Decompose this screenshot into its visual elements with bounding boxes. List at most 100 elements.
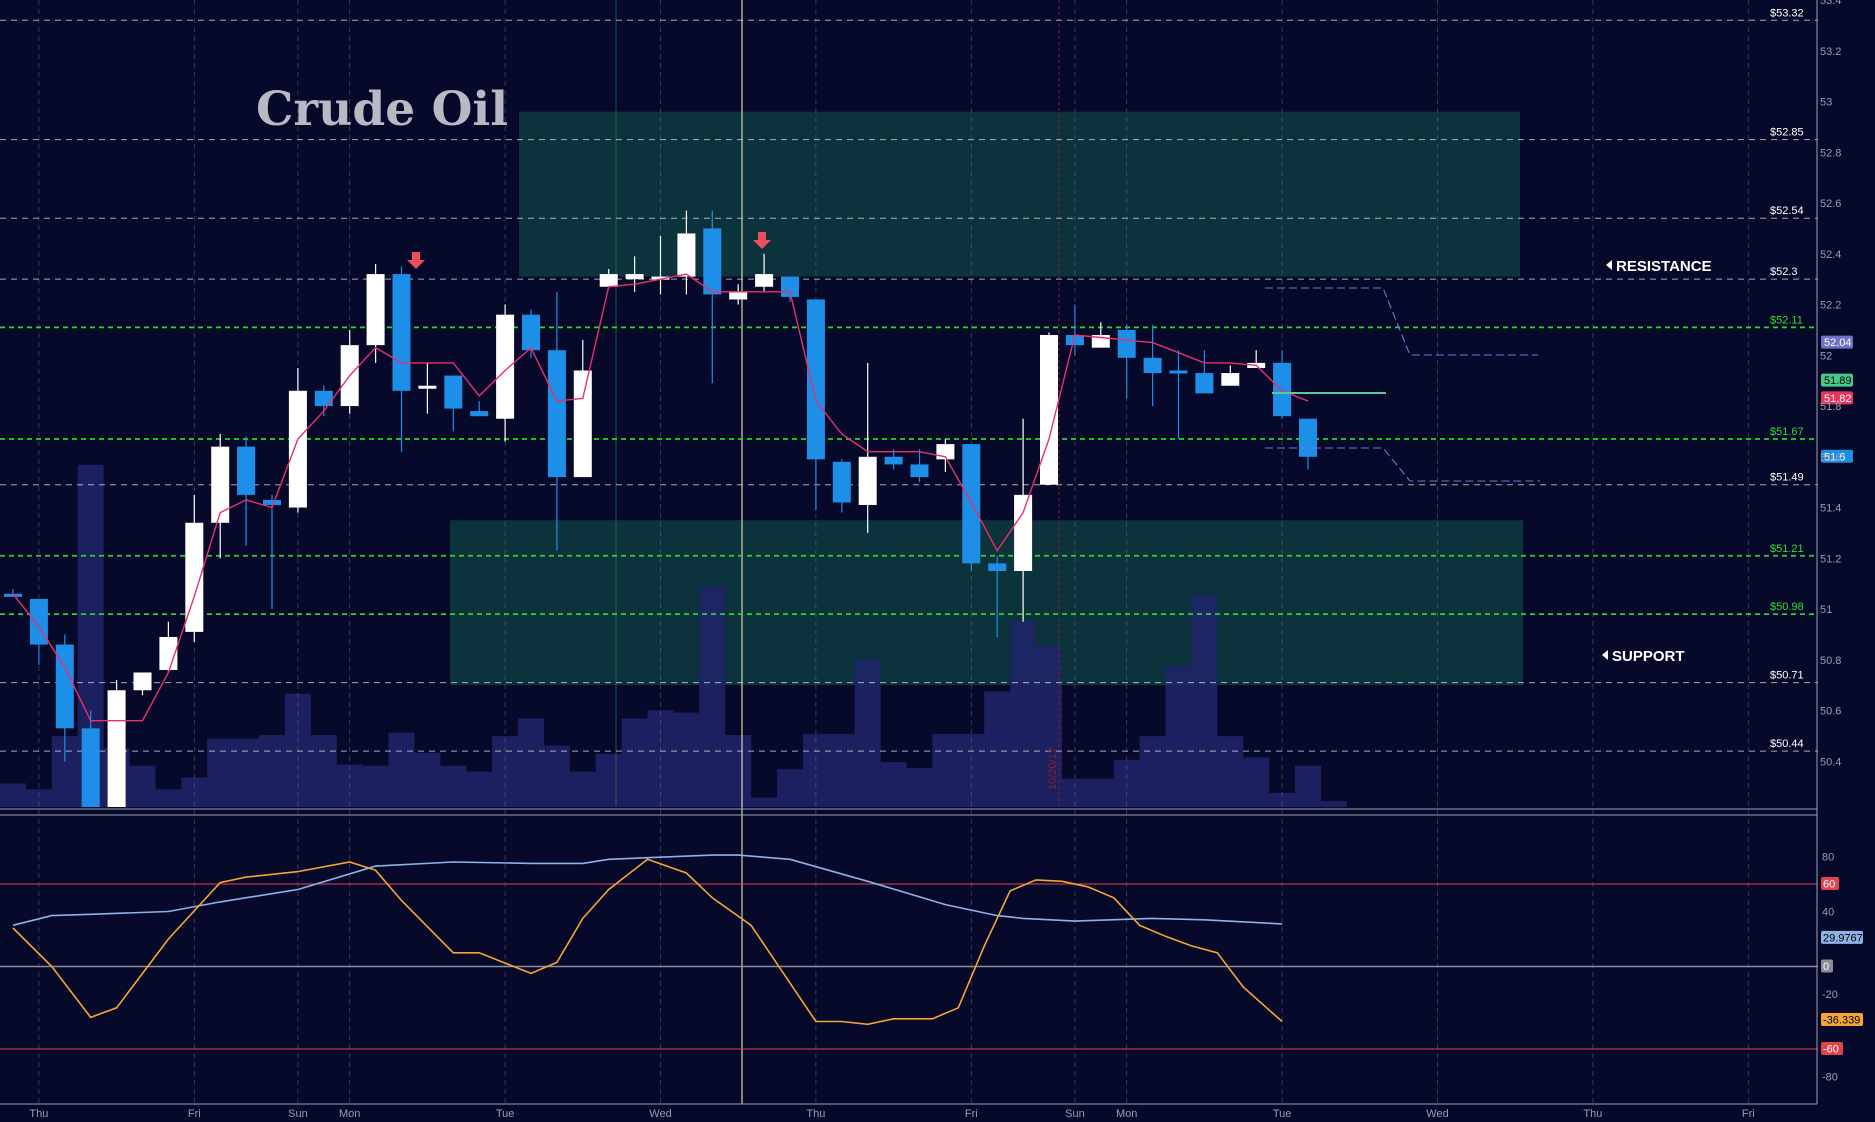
volume-bar: [155, 789, 182, 807]
x-tick-label: Mon: [339, 1108, 360, 1120]
volume-bar: [1010, 620, 1037, 807]
candle-body: [314, 390, 333, 407]
price-level-label: $52.11: [1770, 314, 1803, 326]
candle-body: [988, 563, 1007, 571]
price-level-label: $53.32: [1770, 7, 1804, 19]
price-level-label: $52.85: [1770, 127, 1804, 139]
date-marker: 10/20/17: [1047, 747, 1059, 790]
volume-bar: [207, 738, 234, 807]
candle-body: [1221, 373, 1240, 386]
candle-body: [288, 390, 307, 508]
volume-bar: [699, 586, 726, 807]
y-tick-label: 51.6: [1820, 452, 1841, 464]
volume-bar: [1165, 665, 1192, 807]
candle-body: [1014, 494, 1033, 571]
y-tick-label: 52.4: [1820, 249, 1841, 261]
candle-body: [651, 276, 670, 280]
volume-bar: [595, 753, 622, 807]
zone-label-support: SUPPORT: [1612, 648, 1685, 665]
moving-average: [12, 273, 1309, 722]
candle-body: [599, 274, 618, 287]
volume-bar: [310, 735, 337, 807]
candle-body: [1065, 334, 1084, 346]
y-tick-label: 51: [1820, 604, 1832, 616]
y-tick-label: 53.4: [1820, 0, 1841, 7]
x-tick-label: Sun: [1065, 1108, 1085, 1120]
candle-body: [1169, 370, 1188, 374]
volume-bar: [828, 733, 855, 807]
candle-body: [729, 291, 748, 300]
projection-line-upper: [1265, 287, 1538, 356]
candle-body: [884, 456, 903, 465]
price-level-label: $52.3: [1770, 266, 1798, 278]
volume-bar: [414, 752, 441, 807]
volume-bar: [569, 771, 596, 807]
price-level-label: $50.71: [1770, 670, 1804, 682]
zone-label-arrow-icon: [1602, 650, 1608, 660]
price-badge: [1821, 449, 1853, 463]
candle-body: [496, 314, 515, 419]
zone-label-resistance: RESISTANCE: [1616, 258, 1712, 275]
price-level-label: $51.21: [1770, 543, 1804, 555]
oscillator-ref-badge: [1821, 959, 1833, 973]
volume-bar: [1139, 736, 1166, 807]
oscillator-y-tick: -80: [1822, 1072, 1838, 1084]
x-tick-label: Sun: [288, 1108, 308, 1120]
candle-body: [1117, 329, 1136, 358]
candle-body: [625, 274, 644, 280]
price-level-label: $51.49: [1770, 472, 1804, 484]
volume-bar: [129, 765, 156, 807]
x-tick-label: Thu: [806, 1108, 825, 1120]
volume-bar: [673, 712, 700, 807]
candle-body: [547, 350, 566, 478]
x-tick-label: Wed: [649, 1108, 671, 1120]
volume-bar: [440, 765, 467, 807]
oscillator-ref-badge: [1821, 1042, 1843, 1055]
volume-bar: [1191, 594, 1218, 807]
volume-bar: [880, 762, 907, 807]
y-tick-label: 52.8: [1820, 147, 1841, 159]
candle-body: [81, 728, 100, 807]
y-tick-label: 53: [1820, 97, 1832, 109]
volume-bar: [1243, 757, 1270, 807]
volume-bar: [906, 768, 933, 807]
oscillator-y-tick: 80: [1822, 852, 1834, 864]
x-tick-label: Wed: [1426, 1108, 1448, 1120]
oscillator-value-badge: [1821, 1013, 1863, 1026]
volume-bar: [233, 738, 260, 807]
oscillator-ref-badge-text: 0: [1823, 961, 1829, 973]
volume-bar: [25, 789, 52, 807]
gridlines: [38, 0, 1749, 1104]
candle-body: [366, 274, 385, 346]
candle-body: [444, 375, 463, 409]
x-tick-label: Thu: [29, 1108, 48, 1120]
down-arrow-icon: [753, 232, 771, 249]
zone-resistance: [519, 111, 1520, 277]
oscillator-value-badge-text: -36.339: [1823, 1015, 1860, 1027]
candle-body: [522, 314, 540, 351]
y-tick-label: 50.4: [1820, 756, 1841, 768]
candle-body: [1040, 334, 1058, 485]
oscillator-y-tick: 40: [1822, 907, 1834, 919]
y-tick-label: 52.2: [1820, 300, 1841, 312]
x-tick-label: Fri: [1742, 1108, 1755, 1120]
moving-average-line: [12, 273, 1309, 722]
candle-body: [832, 461, 851, 503]
x-tick-label: Tue: [1273, 1108, 1292, 1120]
candle-body: [133, 672, 152, 691]
candle-body: [263, 499, 281, 506]
price-badge: [1821, 373, 1853, 387]
volume-bar: [1320, 801, 1347, 807]
candle-body: [1195, 373, 1214, 394]
candle-body: [858, 456, 877, 506]
price-badge-text: 51.89: [1824, 375, 1852, 387]
candle-body: [107, 690, 126, 807]
volume-bar: [543, 745, 570, 807]
volume-bar: [1295, 765, 1321, 807]
price-badge-text: 51.82: [1824, 393, 1852, 405]
oscillator-ref-badge: [1821, 877, 1839, 890]
y-tick-label: 52.6: [1820, 198, 1841, 210]
oscillator-series-line: [12, 858, 1283, 1026]
